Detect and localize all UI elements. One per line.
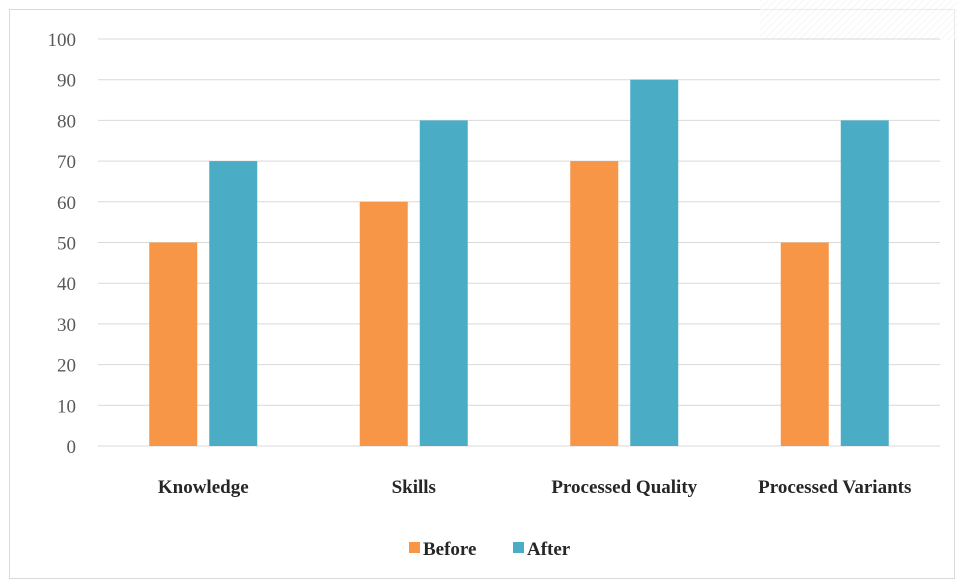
y-tick-label: 100 [48,30,77,51]
y-tick-label: 60 [57,193,76,214]
legend: Before After [409,539,571,560]
legend-label-before: Before [423,539,476,560]
x-category-label: Processed Variants [758,477,911,498]
y-tick-label: 40 [57,274,76,295]
legend-label-after: After [527,539,571,560]
y-tick-label: 10 [57,396,76,417]
y-axis-ticks: 0 10 20 30 40 50 60 70 80 90 100 [48,30,77,458]
x-category-label: Processed Quality [551,477,697,498]
y-tick-label: 20 [57,356,76,377]
legend-swatch-before [409,542,420,553]
bar-after-knowledge [209,161,258,446]
watermark [760,0,957,40]
y-tick-label: 0 [67,437,77,458]
bar-before-processed-variants [780,242,829,446]
x-category-label: Skills [392,477,436,498]
bar-before-skills [359,201,408,446]
bar-after-processed-variants [840,120,889,447]
x-category-label: Knowledge [158,477,249,498]
y-tick-label: 30 [57,315,76,336]
bars [149,79,889,447]
y-tick-label: 70 [57,152,76,173]
legend-swatch-after [513,542,524,553]
bar-after-skills [419,120,468,447]
y-tick-label: 80 [57,111,76,132]
x-axis-categories: Knowledge Skills Processed Quality Processe… [158,477,912,498]
bar-before-processed-quality [570,161,619,446]
bar-before-knowledge [149,242,198,446]
y-tick-label: 50 [57,234,76,255]
y-tick-label: 90 [57,71,76,92]
bar-after-processed-quality [630,79,679,446]
